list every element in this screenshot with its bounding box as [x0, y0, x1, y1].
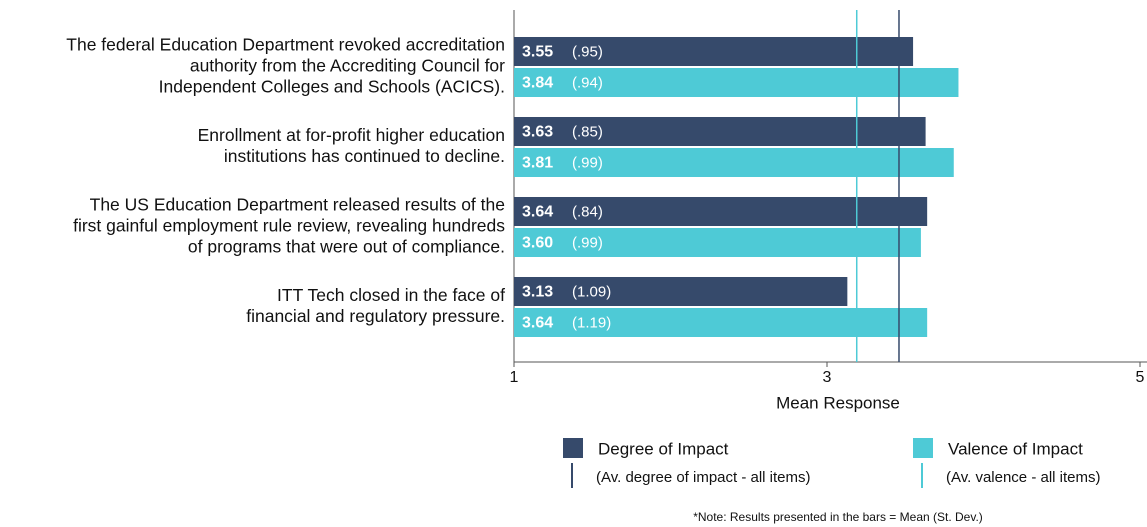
sd-label: (.99)	[572, 154, 603, 171]
sd-label: (1.19)	[572, 314, 611, 331]
legend-label: (Av. valence - all items)	[946, 469, 1101, 486]
value-label: 3.13	[522, 284, 553, 301]
bar	[514, 37, 914, 66]
value-label: 3.81	[522, 155, 553, 172]
category-label: The federal Education Department revoked…	[66, 35, 505, 55]
x-tick-label: 5	[1136, 369, 1145, 386]
category-label: The US Education Department released res…	[90, 195, 505, 215]
bar	[514, 148, 954, 177]
note: *Note: Results presented in the bars = M…	[693, 510, 983, 524]
legend-label: Valence of Impact	[948, 439, 1083, 458]
sd-label: (.84)	[572, 203, 603, 220]
bar	[514, 277, 848, 306]
category-label: of programs that were out of compliance.	[188, 237, 505, 257]
bar	[514, 68, 959, 97]
sd-label: (1.09)	[572, 283, 611, 300]
category-label: Enrollment at for-profit higher educatio…	[198, 125, 505, 145]
x-axis-label: Mean Response	[776, 393, 900, 412]
category-label: institutions has continued to decline.	[224, 146, 505, 166]
bar	[514, 308, 928, 337]
legend-swatch	[913, 438, 933, 458]
value-label: 3.55	[522, 44, 553, 61]
value-label: 3.64	[522, 315, 553, 332]
category-label: financial and regulatory pressure.	[246, 306, 505, 326]
value-label: 3.60	[522, 235, 553, 252]
value-label: 3.64	[522, 204, 553, 221]
category-label: ITT Tech closed in the face of	[277, 285, 505, 305]
sd-label: (.94)	[572, 74, 603, 91]
legend-label: Degree of Impact	[598, 439, 729, 458]
bar	[514, 197, 928, 226]
bar	[514, 228, 921, 257]
legend-swatch	[563, 438, 583, 458]
sd-label: (.99)	[572, 234, 603, 251]
value-label: 3.63	[522, 124, 553, 141]
x-tick-label: 3	[823, 369, 832, 386]
category-label: Independent Colleges and Schools (ACICS)…	[159, 77, 505, 97]
value-label: 3.84	[522, 75, 553, 92]
sd-label: (.85)	[572, 123, 603, 140]
legend-label: (Av. degree of impact - all items)	[596, 469, 811, 486]
category-label: authority from the Accrediting Council f…	[190, 56, 505, 76]
category-label: first gainful employment rule review, re…	[73, 216, 505, 236]
x-tick-label: 1	[510, 369, 519, 386]
sd-label: (.95)	[572, 43, 603, 60]
